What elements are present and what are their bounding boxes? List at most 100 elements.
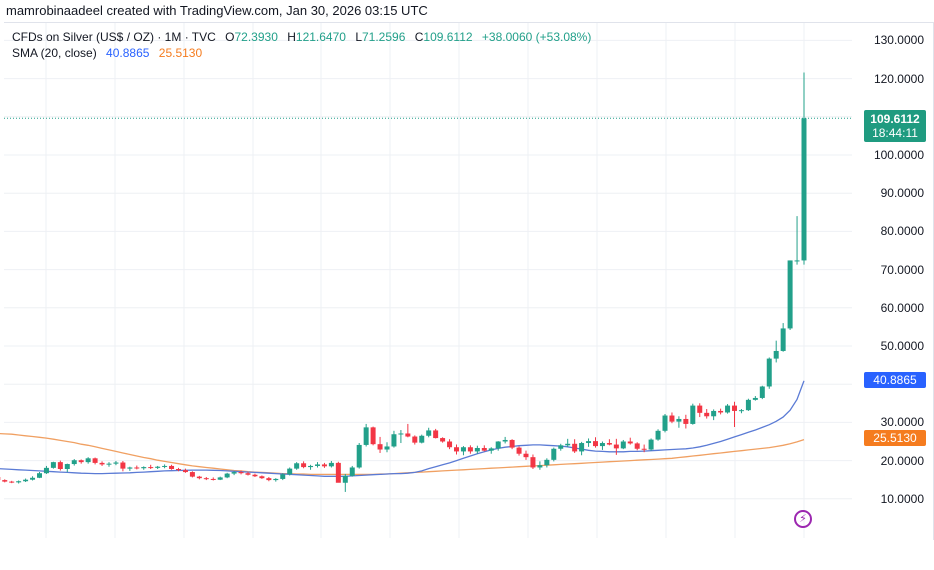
candle-body [196,476,202,479]
candle-body [697,405,703,413]
candle-body [599,443,605,447]
candle-body [669,415,675,422]
candle-body [43,467,49,474]
open-label: O [225,30,235,44]
candle-body [558,445,564,449]
candle-body [454,447,459,452]
candle-body [655,430,661,440]
bar-countdown: 18:44:11 [872,126,918,140]
price-axis-label: 130.0000 [873,33,924,48]
candle-body [711,410,717,417]
candle-body [315,464,320,466]
price-axis-label: 90.0000 [880,186,924,201]
candle-body [787,260,793,329]
candle-body [551,448,557,460]
high-label: H [287,30,296,44]
price-axis-label: 20.0000 [880,453,924,468]
candle-body [92,458,98,463]
candle-body [467,447,473,452]
candle-body [488,448,494,451]
change-value: +38.0060 (+53.08%) [481,30,592,44]
candle-body [752,397,758,400]
candle-body [460,447,466,452]
low-label: L [355,30,362,44]
candle-body [363,427,369,445]
candle-body [259,476,265,479]
candle-body [801,118,807,261]
candle-body [64,464,70,470]
candle-body [648,439,654,450]
low-value: 71.2596 [362,30,406,44]
candle-body [273,478,279,481]
candle-body [294,463,300,469]
last-price-value: 109.6112 [870,112,920,126]
candle-body [308,465,314,468]
close-value: 109.6112 [423,30,473,44]
candle-body [189,472,195,477]
candle-body [134,467,140,469]
candle-body [9,481,15,483]
candle-body [523,453,529,458]
candle-body [481,447,487,451]
candle-body [398,433,404,435]
price-axis-label: 30.0000 [880,415,924,430]
candle-body [683,418,689,424]
lightning-icon[interactable]: ⚡︎ [794,510,812,528]
candle-body [176,469,181,471]
price-axis-label: 60.0000 [880,300,924,315]
candle-body [495,441,501,449]
candle-body [766,358,772,387]
candle-body [676,418,682,422]
candle-body [182,470,188,473]
sma-long-line [0,432,805,476]
candle-body [641,448,647,450]
candle-body [516,447,522,454]
candle-body [447,441,453,448]
candle-body [745,399,751,411]
candle-body [391,434,397,447]
candle-body [725,405,731,413]
candle-body [37,473,42,478]
price-axis-label: 80.0000 [880,224,924,239]
sma-20-line [0,380,805,477]
candle-body [16,481,22,483]
candle-body [224,473,230,478]
candle-body [23,479,29,482]
price-axis-label: 120.0000 [873,71,924,86]
candle-body [606,443,612,445]
open-value: 72.3930 [234,30,278,44]
candle-body [593,441,598,447]
candle-body [759,386,765,398]
candle-body [30,477,36,480]
candle-body [572,443,578,452]
candle-body [148,467,154,469]
candle-body [356,444,362,468]
candle-body [690,405,696,424]
sma-short-tag: 40.8865 [864,372,926,388]
candle-body [335,462,341,483]
candle-body [280,474,286,479]
candle-body [780,328,786,351]
sma-value-short: 40.8865 [106,46,150,60]
candle-body [732,405,737,411]
candle-body [57,462,63,470]
candle-body [704,412,710,417]
symbol-title[interactable]: CFDs on Silver (US$ / OZ) · 1M · TVC [12,30,216,44]
candle-body [620,441,626,449]
candle-body [120,462,126,469]
candle-body [127,467,133,469]
symbol-row: CFDs on Silver (US$ / OZ) · 1M · TVC O72… [12,29,591,45]
candle-body [210,478,216,480]
close-label: C [414,30,424,44]
candle-body [426,430,432,436]
candle-body [266,478,272,481]
candle-body [377,444,383,450]
candle-body [217,477,223,480]
sma-label[interactable]: SMA (20, close) [12,46,97,60]
candle-body [544,459,550,466]
candle-body [634,443,640,449]
candle-body [419,435,425,443]
candle-body [162,465,168,467]
price-axis-label: 10.0000 [880,491,924,506]
